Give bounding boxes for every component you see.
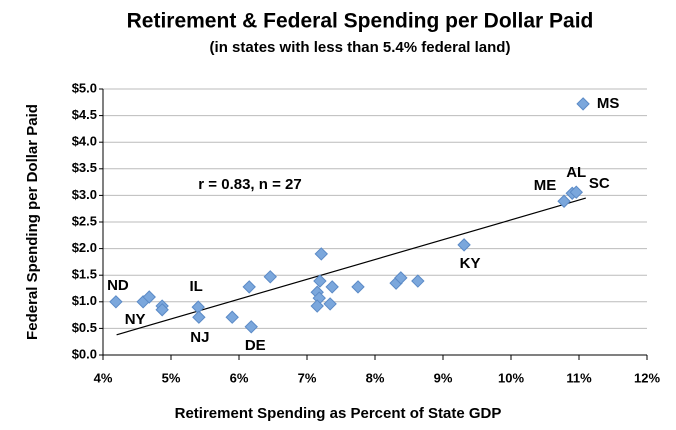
point bbox=[313, 274, 327, 288]
y-tick-label: $1.5 bbox=[72, 267, 97, 282]
x-tick-label: 5% bbox=[162, 370, 181, 385]
y-axis-title: Federal Spending per Dollar Paid bbox=[24, 104, 41, 340]
point bbox=[225, 310, 239, 324]
x-tick-label: 9% bbox=[434, 370, 453, 385]
annotation: r = 0.83, n = 27 bbox=[198, 176, 301, 193]
x-tick-label: 11% bbox=[566, 370, 592, 385]
y-tick-label: $3.5 bbox=[72, 160, 97, 175]
y-tick-label: $5.0 bbox=[72, 80, 97, 95]
point bbox=[244, 320, 258, 334]
point bbox=[557, 194, 571, 208]
y-tick-label: $1.0 bbox=[72, 293, 97, 308]
point-label: AL bbox=[566, 164, 586, 181]
chart-subtitle: (in states with less than 5.4% federal l… bbox=[210, 39, 511, 56]
y-tick-label: $0.5 bbox=[72, 320, 97, 335]
chart-title: Retirement & Federal Spending per Dollar… bbox=[127, 10, 594, 33]
point-label: ME bbox=[534, 177, 557, 194]
point bbox=[263, 270, 277, 284]
point-label: MS bbox=[597, 95, 620, 112]
point bbox=[323, 297, 337, 311]
y-tick-label: $2.5 bbox=[72, 213, 97, 228]
x-axis-title: Retirement Spending as Percent of State … bbox=[175, 405, 502, 422]
y-tick-label: $0.0 bbox=[72, 346, 97, 361]
point bbox=[314, 247, 328, 261]
point bbox=[142, 290, 156, 304]
point bbox=[325, 280, 339, 294]
x-tick-label: 8% bbox=[366, 370, 385, 385]
point bbox=[457, 238, 471, 252]
y-tick-label: $2.0 bbox=[72, 240, 97, 255]
point-label: NY bbox=[125, 311, 146, 328]
y-tick-label: $4.0 bbox=[72, 134, 97, 149]
point bbox=[109, 295, 123, 309]
point bbox=[192, 310, 206, 324]
point bbox=[576, 97, 590, 111]
point bbox=[569, 185, 583, 199]
point bbox=[411, 274, 425, 288]
x-tick-label: 4% bbox=[94, 370, 113, 385]
x-tick-label: 6% bbox=[230, 370, 249, 385]
point-label: SC bbox=[589, 175, 610, 192]
point-label: ND bbox=[107, 277, 129, 294]
y-tick-label: $4.5 bbox=[72, 107, 97, 122]
point-label: IL bbox=[190, 278, 203, 295]
point bbox=[155, 303, 169, 317]
x-tick-label: 10% bbox=[498, 370, 524, 385]
point bbox=[242, 280, 256, 294]
point-label: DE bbox=[245, 337, 266, 354]
x-tick-label: 12% bbox=[634, 370, 660, 385]
point bbox=[394, 271, 408, 285]
x-tick-label: 7% bbox=[298, 370, 317, 385]
point-label: NJ bbox=[190, 329, 209, 346]
y-tick-label: $3.0 bbox=[72, 187, 97, 202]
point bbox=[310, 299, 324, 313]
trendline bbox=[116, 197, 586, 336]
point-label: KY bbox=[460, 255, 481, 272]
point bbox=[351, 280, 365, 294]
